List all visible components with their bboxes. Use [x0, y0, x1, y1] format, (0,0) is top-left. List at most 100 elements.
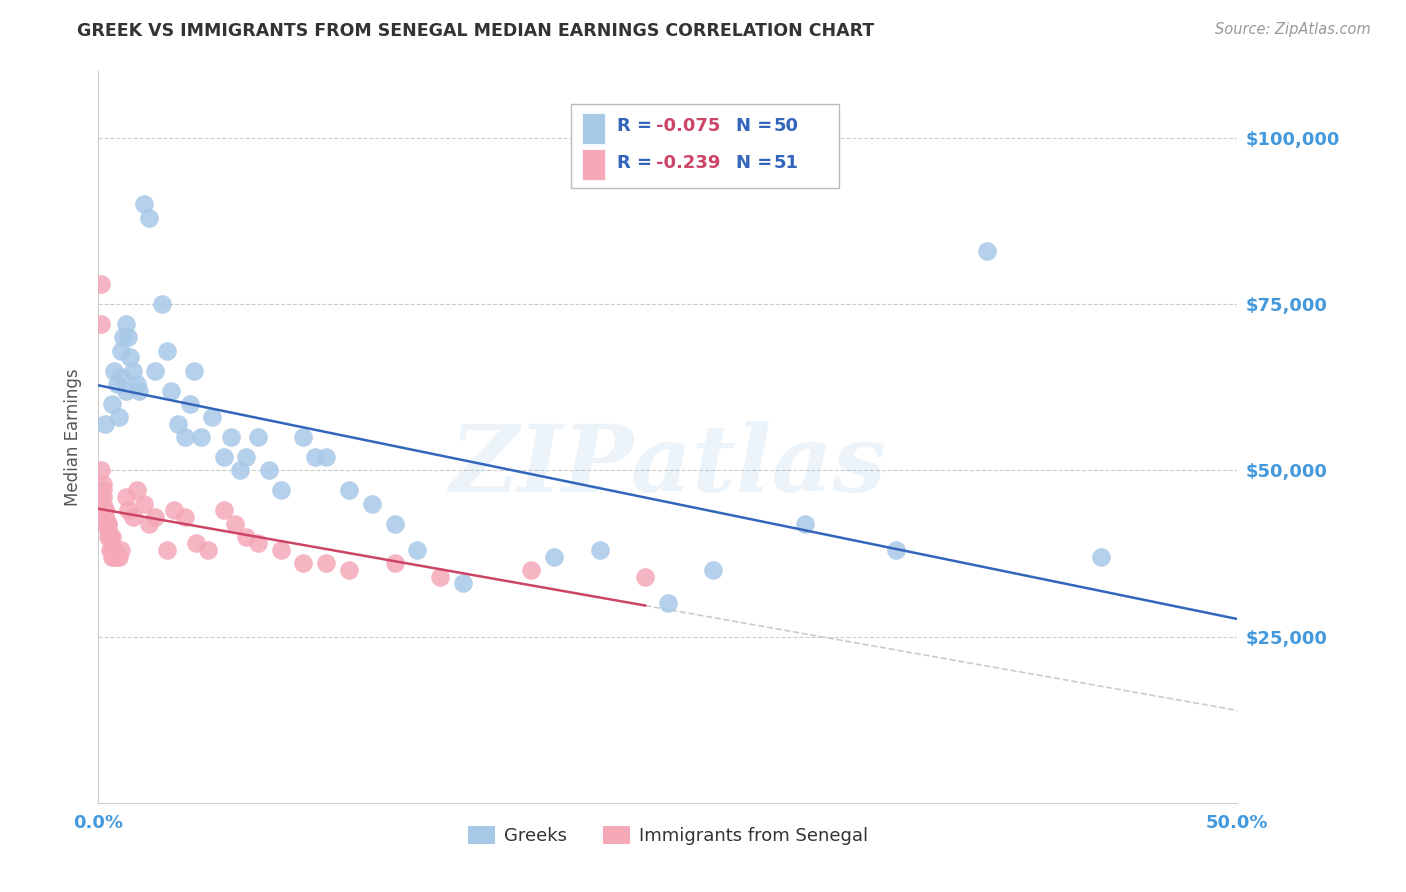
Text: ZIPatlas: ZIPatlas	[450, 421, 886, 511]
Point	[235, 450, 257, 464]
Point	[219, 430, 242, 444]
Point	[201, 410, 224, 425]
Text: -0.239: -0.239	[657, 154, 721, 172]
Point	[270, 543, 292, 558]
Point	[91, 497, 114, 511]
Point	[101, 543, 124, 558]
Point	[197, 543, 219, 558]
Point	[138, 516, 160, 531]
Point	[150, 297, 173, 311]
Point	[429, 570, 451, 584]
Point	[96, 530, 118, 544]
Point	[793, 516, 815, 531]
Point	[105, 549, 128, 564]
Point	[103, 363, 125, 377]
Point	[162, 503, 184, 517]
Point	[224, 516, 246, 531]
Point	[94, 417, 117, 431]
Point	[103, 549, 125, 564]
Point	[94, 509, 117, 524]
Point	[114, 317, 136, 331]
Point	[96, 523, 118, 537]
Point	[90, 277, 112, 292]
Point	[101, 397, 124, 411]
Text: 51: 51	[773, 154, 799, 172]
Point	[96, 516, 118, 531]
Point	[304, 450, 326, 464]
Point	[145, 509, 167, 524]
Point	[138, 211, 160, 225]
Point	[235, 530, 257, 544]
Point	[110, 370, 132, 384]
Point	[127, 376, 149, 391]
Point	[121, 509, 143, 524]
Point	[259, 463, 281, 477]
Point	[156, 343, 179, 358]
Point	[451, 576, 474, 591]
Point	[976, 244, 998, 258]
Point	[94, 516, 117, 531]
Point	[132, 197, 155, 211]
Point	[315, 557, 337, 571]
Point	[190, 430, 212, 444]
Point	[520, 563, 543, 577]
Point	[120, 351, 142, 365]
Text: Source: ZipAtlas.com: Source: ZipAtlas.com	[1215, 22, 1371, 37]
Point	[228, 463, 250, 477]
Point	[98, 530, 121, 544]
FancyBboxPatch shape	[571, 104, 839, 188]
Point	[94, 503, 117, 517]
Point	[91, 483, 114, 498]
Point	[292, 557, 315, 571]
FancyBboxPatch shape	[582, 112, 605, 144]
Legend: Greeks, Immigrants from Senegal: Greeks, Immigrants from Senegal	[460, 819, 876, 852]
Point	[384, 557, 406, 571]
Point	[174, 509, 197, 524]
Point	[156, 543, 179, 558]
Point	[212, 450, 235, 464]
Point	[105, 376, 128, 391]
Text: R =: R =	[617, 118, 658, 136]
Point	[98, 530, 121, 544]
Point	[212, 503, 235, 517]
Point	[657, 596, 679, 610]
Point	[1090, 549, 1112, 564]
Text: 50: 50	[773, 118, 799, 136]
Point	[127, 483, 149, 498]
Point	[114, 384, 136, 398]
Point	[270, 483, 292, 498]
Point	[384, 516, 406, 531]
Point	[103, 543, 125, 558]
Point	[110, 343, 132, 358]
Point	[128, 384, 150, 398]
Point	[186, 536, 208, 550]
Y-axis label: Median Earnings: Median Earnings	[65, 368, 83, 506]
Point	[702, 563, 724, 577]
Text: R =: R =	[617, 154, 658, 172]
Point	[108, 410, 131, 425]
Text: GREEK VS IMMIGRANTS FROM SENEGAL MEDIAN EARNINGS CORRELATION CHART: GREEK VS IMMIGRANTS FROM SENEGAL MEDIAN …	[77, 22, 875, 40]
Point	[246, 536, 269, 550]
Point	[117, 330, 139, 344]
Point	[406, 543, 429, 558]
Point	[101, 549, 124, 564]
FancyBboxPatch shape	[582, 149, 605, 180]
Text: -0.075: -0.075	[657, 118, 721, 136]
Point	[112, 330, 135, 344]
Point	[121, 363, 143, 377]
Point	[145, 363, 167, 377]
Point	[292, 430, 315, 444]
Point	[174, 430, 197, 444]
Point	[337, 563, 360, 577]
Point	[96, 516, 118, 531]
Text: N =: N =	[737, 118, 779, 136]
Point	[246, 430, 269, 444]
Point	[167, 417, 190, 431]
Point	[117, 503, 139, 517]
Point	[183, 363, 205, 377]
Point	[90, 463, 112, 477]
Point	[132, 497, 155, 511]
Point	[94, 503, 117, 517]
Point	[179, 397, 201, 411]
Point	[101, 530, 124, 544]
